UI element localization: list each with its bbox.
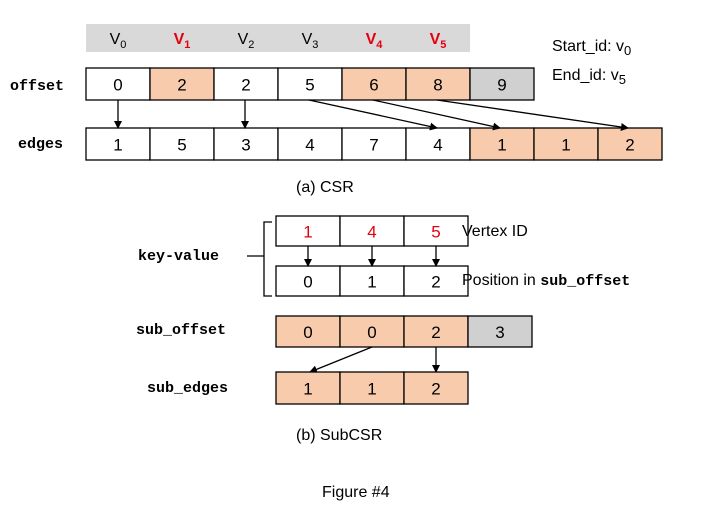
vertex-header-label: V1	[174, 31, 191, 51]
sub-offset-cell-value: 0	[303, 323, 312, 342]
sub-edges-cell	[275, 371, 341, 405]
edges-cell-value: 7	[369, 136, 378, 155]
position-cell	[403, 265, 469, 297]
sub-offset-row-label: sub_offset	[136, 322, 226, 339]
sub-edges-cell-value: 1	[303, 380, 312, 399]
vertex-header-label: V3	[302, 31, 319, 51]
offset-cell-value: 6	[369, 76, 378, 95]
vertex-id-caption: Vertex ID	[462, 223, 528, 240]
position-cell-value: 0	[303, 273, 312, 292]
edges-row-label: edges	[18, 136, 63, 153]
edges-row: 1 5 3 4 7 4 1 1 2	[85, 127, 663, 161]
offset-cell-value: 9	[497, 76, 506, 95]
sub-offset-cell	[467, 315, 533, 348]
edges-cell	[469, 127, 535, 161]
csr-caption: (a) CSR	[296, 179, 354, 196]
edges-cell-value: 5	[177, 136, 186, 155]
position-caption: Position in sub_offset	[462, 272, 630, 290]
vertex-header-strip	[86, 24, 470, 52]
sub-arrows	[309, 346, 440, 374]
edges-cell-value: 1	[497, 136, 506, 155]
edges-cell-value: 4	[433, 136, 442, 155]
position-cell-value: 2	[431, 273, 440, 292]
offset-cell-value: 2	[241, 76, 250, 95]
sub-edges-row: 1 1 2	[275, 371, 469, 405]
offset-cell	[149, 67, 215, 101]
key-value-bracket	[247, 221, 272, 297]
offset-cell-value: 0	[113, 76, 122, 95]
offset-cell	[405, 67, 471, 101]
edges-cell-value: 1	[561, 136, 570, 155]
start-id-label: Start_id: v0	[552, 38, 631, 58]
vertex-header-label: V2	[238, 31, 255, 51]
offset-cell-value: 5	[305, 76, 314, 95]
vertex-id-cell	[275, 215, 341, 247]
sub-edges-cell	[403, 371, 469, 405]
sub-edges-cell-value: 1	[367, 380, 376, 399]
vertex-id-cell	[403, 215, 469, 247]
key-value-label: key-value	[138, 248, 219, 265]
vertex-header-label: V5	[430, 31, 447, 51]
end-id-label: End_id: v5	[552, 67, 626, 87]
sub-offset-cell	[403, 315, 469, 348]
offset-cell-value: 2	[177, 76, 186, 95]
position-row: 0 1 2	[275, 265, 469, 297]
offset-cell	[85, 67, 151, 101]
csr-arrows	[114, 99, 629, 131]
sub-offset-cell-value: 0	[367, 323, 376, 342]
position-cell	[339, 265, 405, 297]
vertex-id-cell-value: 4	[367, 223, 376, 242]
offset-cell-value: 8	[433, 76, 442, 95]
figure-title: Figure #4	[322, 484, 390, 501]
sub-offset-cell-value: 3	[495, 323, 504, 342]
arrow-offset5-edge8	[436, 99, 629, 131]
edges-cell-value: 1	[113, 136, 122, 155]
offset-cell	[213, 67, 279, 101]
edges-cell	[405, 127, 471, 161]
sub-offset-cell	[339, 315, 405, 348]
position-cell	[275, 265, 341, 297]
vertex-id-cell-value: 1	[303, 223, 312, 242]
edges-cell	[277, 127, 343, 161]
position-cell-value: 1	[367, 273, 376, 292]
sub-offset-row: 0 0 2 3	[275, 315, 533, 348]
vertex-id-cell-value: 5	[431, 223, 440, 242]
subcsr-caption: (b) SubCSR	[296, 427, 382, 444]
sub-offset-cell-value: 2	[431, 323, 440, 342]
offset-cell	[469, 67, 535, 101]
vertex-header-label: V4	[366, 31, 384, 51]
arrow-offset3-edge5	[308, 99, 438, 131]
kv-arrows	[304, 246, 440, 267]
sub-edges-row-label: sub_edges	[147, 380, 228, 397]
vertex-id-row: 1 4 5	[275, 215, 469, 247]
edges-cell	[597, 127, 663, 161]
edges-cell-value: 2	[625, 136, 634, 155]
edges-cell-value: 3	[241, 136, 250, 155]
edges-cell	[341, 127, 407, 161]
arrow-offset4-edge6	[372, 99, 501, 131]
vertex-header-label: V0	[110, 31, 127, 51]
offset-row-label: offset	[10, 78, 64, 95]
edges-cell-value: 4	[305, 136, 314, 155]
offset-row: 0 2 2 5 6 8 9	[85, 67, 535, 101]
sub-edges-cell-value: 2	[431, 380, 440, 399]
